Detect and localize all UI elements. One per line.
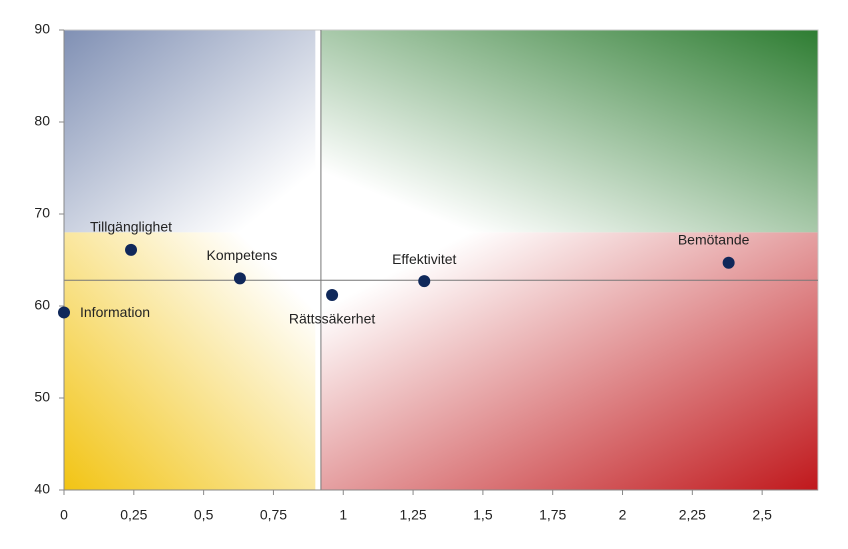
y-tick-label: 70 — [34, 205, 50, 221]
y-tick-label: 60 — [34, 297, 50, 313]
point — [58, 306, 70, 319]
point — [125, 243, 138, 256]
y-tick-label: 90 — [34, 21, 50, 37]
point-label: Tillgänglighet — [90, 219, 172, 235]
point-label: Effektivitet — [392, 251, 456, 267]
zone — [320, 232, 818, 490]
x-tick-label: 2,5 — [752, 507, 772, 523]
x-tick-label: 1,75 — [539, 507, 566, 523]
x-tick-label: 2,25 — [679, 507, 706, 523]
x-tick-label: 0 — [60, 507, 68, 523]
point — [326, 288, 339, 301]
x-tick-label: 0,75 — [260, 507, 287, 523]
x-tick-label: 2 — [619, 507, 627, 523]
point — [722, 256, 735, 269]
y-tick-label: 40 — [34, 481, 50, 497]
x-tick-label: 1 — [339, 507, 347, 523]
point — [418, 275, 431, 288]
point-label: Information — [80, 304, 150, 320]
y-tick-label: 50 — [34, 389, 50, 405]
zone — [64, 232, 316, 490]
point-label: Bemötande — [678, 231, 750, 247]
x-tick-label: 0,5 — [194, 507, 214, 523]
zone — [320, 30, 818, 233]
x-tick-label: 1,5 — [473, 507, 493, 523]
x-tick-label: 1,25 — [399, 507, 426, 523]
y-tick-label: 80 — [34, 113, 50, 129]
point — [233, 272, 246, 285]
point-label: Rättssäkerhet — [289, 311, 375, 327]
zone — [64, 30, 316, 233]
point-label: Kompetens — [207, 247, 278, 263]
x-tick-label: 0,25 — [120, 507, 147, 523]
